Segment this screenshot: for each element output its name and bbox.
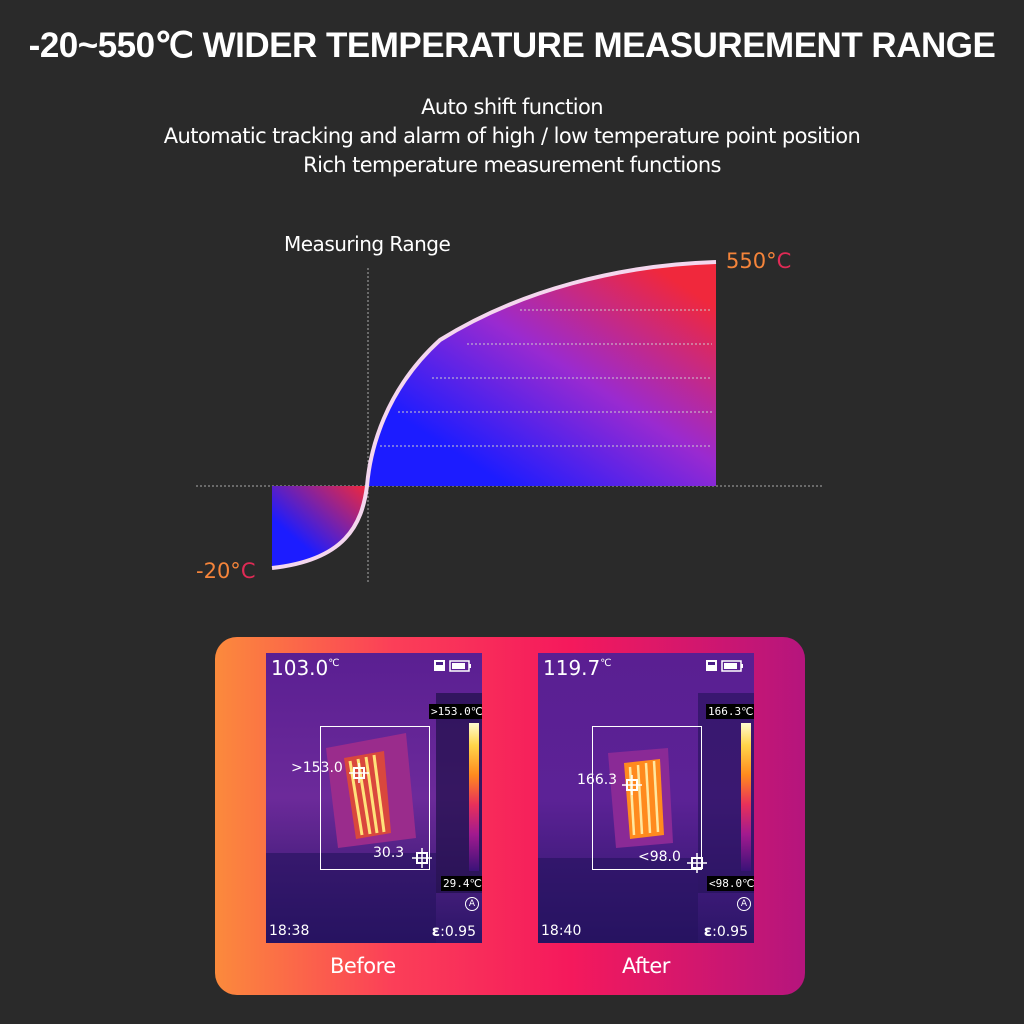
subtitle-functions: Rich temperature measurement functions (303, 153, 721, 177)
measuring-range-label: Measuring Range (284, 232, 451, 256)
grid-lines (380, 309, 712, 447)
battery-icon (721, 660, 743, 672)
measurement-box (592, 726, 702, 870)
clock: 18:40 (541, 923, 582, 939)
hot-spot-label: 166.3 (577, 772, 618, 788)
sd-card-icon (434, 660, 445, 671)
emissivity: ε:0.95 (703, 922, 748, 940)
scale-max-label: 166.3℃ (706, 704, 754, 719)
max-temp-label: 550°C (726, 249, 792, 273)
low-range-area (272, 486, 367, 568)
sd-card-icon (706, 660, 717, 671)
thermal-image (538, 653, 754, 943)
center-temperature: 103.0℃ (271, 656, 340, 680)
subtitle-tracking: Automatic tracking and alarm of high / l… (163, 124, 861, 148)
hot-spot-label: >153.0 (291, 760, 343, 776)
color-scale-bar (469, 723, 479, 871)
scale-min-label: <98.0℃ (707, 876, 754, 891)
range-curve (271, 260, 717, 570)
status-icons (434, 660, 471, 672)
cold-spot-crosshair-icon (687, 853, 707, 873)
scale-max-label: >153.0℃ (429, 704, 482, 719)
page-title: -20~550℃ WIDER TEMPERATURE MEASUREMENT R… (28, 26, 996, 65)
status-icons (706, 660, 743, 672)
hot-spot-crosshair-icon (349, 763, 369, 783)
emissivity: ε:0.95 (431, 922, 476, 940)
auto-mode-badge: A (737, 897, 751, 911)
before-caption: Before (330, 954, 396, 978)
cold-spot-crosshair-icon (412, 848, 432, 868)
hot-spot-crosshair-icon (622, 775, 642, 795)
high-range-area (367, 262, 716, 486)
auto-mode-badge: A (465, 897, 479, 911)
color-scale-bar (741, 723, 751, 871)
thermal-image (266, 653, 482, 943)
subtitle-auto-shift: Auto shift function (421, 95, 603, 119)
measurement-box (320, 726, 430, 870)
after-screen: 119.7℃ 166.3℃ <98.0℃ 166.3 <98.0 A 18:40… (538, 653, 754, 943)
battery-icon (449, 660, 471, 672)
center-temperature: 119.7℃ (543, 656, 612, 680)
min-temp-label: -20°C (196, 559, 256, 583)
cold-spot-label: <98.0 (638, 849, 681, 865)
clock: 18:38 (269, 923, 310, 939)
after-caption: After (622, 954, 670, 978)
before-screen: 103.0℃ >153.0℃ 29.4℃ >153.0 30.3 A 18:38… (266, 653, 482, 943)
cold-spot-label: 30.3 (373, 845, 405, 861)
measuring-range-chart (196, 260, 824, 584)
scale-min-label: 29.4℃ (441, 876, 482, 891)
